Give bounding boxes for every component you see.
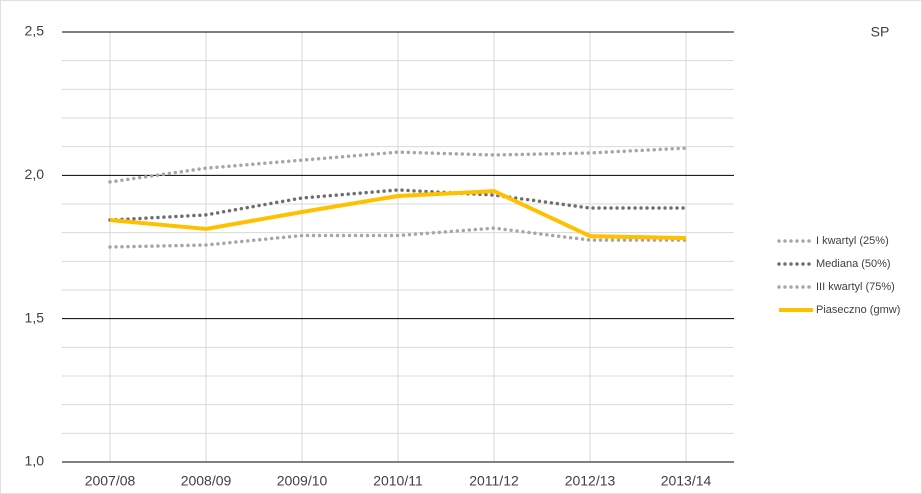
- x-tick-label: 2010/11: [373, 473, 423, 489]
- y-tick-label: 2,0: [25, 166, 45, 182]
- y-tick-label: 1,0: [25, 453, 45, 469]
- y-tick-label: 2,5: [25, 23, 45, 39]
- x-tick-label: 2009/10: [277, 473, 328, 489]
- x-tick-label: 2008/09: [181, 473, 232, 489]
- legend-label: Mediana (50%): [816, 258, 891, 270]
- x-tick-label: 2007/08: [85, 473, 136, 489]
- x-tick-label: 2011/12: [469, 473, 519, 489]
- y-tick-label: 1,5: [25, 309, 45, 325]
- legend-label: Piaseczno (gmw): [816, 304, 900, 316]
- chart-title: SP: [871, 24, 890, 40]
- line-series: [108, 146, 688, 184]
- line-series: [109, 189, 687, 241]
- legend-label: III kwartyl (75%): [816, 281, 895, 293]
- legend-label: I kwartyl (25%): [816, 235, 889, 247]
- x-tick-label: 2013/14: [661, 473, 712, 489]
- line-series: [108, 226, 688, 249]
- line-series: [108, 188, 688, 222]
- x-tick-label: 2012/13: [565, 473, 616, 489]
